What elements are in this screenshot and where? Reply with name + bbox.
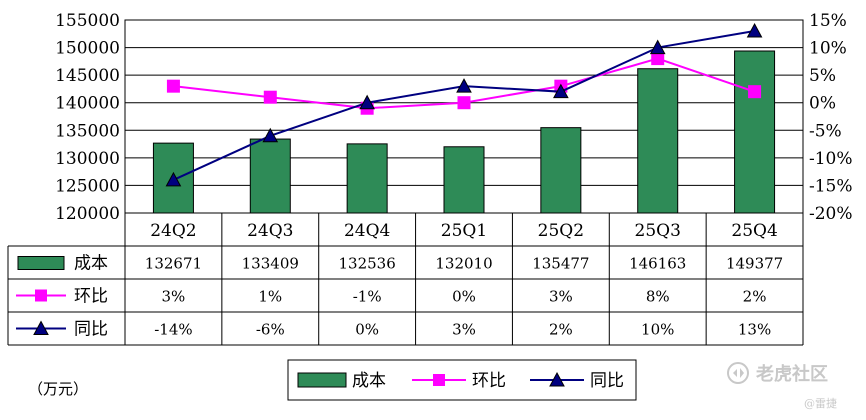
table-cell: -6% bbox=[256, 321, 285, 339]
table-cell: 13% bbox=[738, 321, 771, 339]
table-cell: 10% bbox=[641, 321, 674, 339]
watermark-user: @雷捷 bbox=[804, 396, 837, 410]
unit-label: （万元） bbox=[28, 380, 88, 398]
legend-label-qoq: 环比 bbox=[472, 371, 506, 391]
table-cell: 0% bbox=[452, 288, 476, 306]
right-tick-label: 15% bbox=[809, 11, 847, 31]
table-cell: -1% bbox=[353, 288, 382, 306]
row-key-yoy-marker bbox=[33, 320, 49, 335]
table-cell: 133409 bbox=[242, 255, 299, 273]
category-label: 25Q3 bbox=[635, 221, 681, 241]
table-cell: 132010 bbox=[435, 255, 492, 273]
marker-qoq bbox=[263, 90, 277, 104]
table-cell: 8% bbox=[646, 288, 670, 306]
plot-border bbox=[124, 19, 804, 214]
marker-qoq bbox=[748, 85, 762, 99]
marker-qoq bbox=[457, 96, 471, 110]
left-tick-label: 120000 bbox=[55, 204, 120, 224]
right-tick-label: 5% bbox=[809, 66, 836, 86]
table-cell: 135477 bbox=[532, 255, 589, 273]
table-cell: 132536 bbox=[339, 255, 396, 273]
category-label: 24Q3 bbox=[247, 221, 293, 241]
legend-label-cost: 成本 bbox=[352, 371, 386, 391]
table-cell: 1% bbox=[258, 288, 282, 306]
bar-cost bbox=[249, 138, 291, 214]
table-cell: 132671 bbox=[145, 255, 202, 273]
row-label: 环比 bbox=[74, 287, 108, 307]
marker-yoy bbox=[262, 127, 279, 143]
legend-key-qoq-marker bbox=[433, 374, 445, 386]
right-axis-ticks: -20% -15% -10% -5% 0% 5% 10% 15% bbox=[809, 11, 853, 224]
table-cell: 149377 bbox=[726, 255, 783, 273]
table-cell: 0% bbox=[355, 321, 379, 339]
bar-cost bbox=[443, 146, 485, 214]
data-table: 24Q2 24Q3 24Q4 25Q1 25Q2 25Q3 25Q4 成本 132671 1334… bbox=[7, 213, 804, 346]
marker-yoy bbox=[359, 94, 375, 110]
left-tick-label: 135000 bbox=[55, 121, 120, 141]
legend-label-yoy: 同比 bbox=[590, 371, 624, 391]
bar-cost bbox=[734, 50, 776, 214]
left-axis-ticks: 120000 125000 130000 135000 140000 145000 1500… bbox=[55, 11, 120, 224]
tiger-logo-icon bbox=[727, 362, 749, 384]
left-tick-label: 150000 bbox=[55, 39, 120, 59]
table-cell: -14% bbox=[154, 321, 192, 339]
row-label: 成本 bbox=[74, 254, 108, 274]
left-tick-label: 130000 bbox=[55, 149, 120, 169]
legend-key-cost bbox=[297, 372, 347, 388]
bar-cost bbox=[637, 68, 679, 214]
watermark-brand: 老虎社区 bbox=[756, 363, 828, 385]
right-tick-label: -15% bbox=[809, 176, 853, 196]
category-label: 24Q2 bbox=[150, 221, 196, 241]
table-cell: 3% bbox=[549, 288, 573, 306]
bar-cost bbox=[540, 127, 582, 214]
table-cell: 2% bbox=[743, 288, 767, 306]
bar-series-cost bbox=[152, 50, 776, 214]
right-tick-label: -5% bbox=[809, 121, 842, 141]
marker-yoy bbox=[456, 78, 472, 93]
marker-qoq bbox=[651, 52, 665, 66]
left-tick-label: 155000 bbox=[55, 11, 120, 31]
category-label: 24Q4 bbox=[344, 221, 390, 241]
marker-yoy bbox=[746, 22, 763, 38]
bar-cost bbox=[346, 143, 388, 214]
table-cell: 146163 bbox=[629, 255, 686, 273]
legend: 成本 环比 同比 bbox=[287, 359, 637, 401]
row-key-qoq-marker bbox=[35, 289, 47, 302]
right-tick-label: 10% bbox=[809, 39, 847, 59]
line-series-yoy bbox=[165, 22, 763, 187]
legend-key-yoy-marker bbox=[549, 371, 565, 387]
right-tick-label: 0% bbox=[809, 94, 836, 114]
marker-qoq bbox=[166, 79, 180, 93]
marker-yoy bbox=[553, 83, 569, 99]
table-cell: 2% bbox=[549, 321, 573, 339]
row-key-cost bbox=[17, 256, 65, 270]
left-tick-label: 145000 bbox=[55, 66, 120, 86]
left-tick-label: 140000 bbox=[55, 94, 120, 114]
watermark: 老虎社区 @雷捷 bbox=[727, 362, 837, 410]
plot-frame bbox=[124, 19, 804, 214]
marker-yoy bbox=[649, 39, 666, 55]
table-cell: 3% bbox=[162, 288, 186, 306]
category-label: 25Q2 bbox=[538, 221, 584, 241]
category-label: 25Q4 bbox=[731, 221, 777, 241]
marker-yoy bbox=[165, 171, 182, 187]
right-tick-label: -10% bbox=[809, 149, 853, 169]
right-tick-label: -20% bbox=[809, 204, 853, 224]
table-cell: 3% bbox=[452, 321, 476, 339]
category-label: 25Q1 bbox=[441, 221, 487, 241]
row-label: 同比 bbox=[74, 320, 108, 340]
left-tick-label: 125000 bbox=[55, 176, 120, 196]
